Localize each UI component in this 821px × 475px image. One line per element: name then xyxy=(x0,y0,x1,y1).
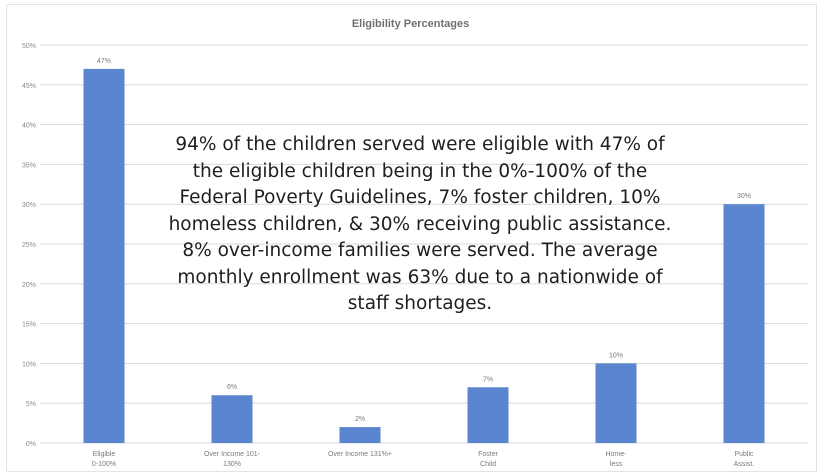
y-tick-label: 40% xyxy=(22,123,36,130)
x-tick-label: 130% xyxy=(223,461,241,468)
bar xyxy=(339,427,381,443)
y-axis-tick-labels: 0% 5% 10% 15% 20% 25% 30% 35% 40% 45% 50% xyxy=(22,43,36,448)
x-tick-label: Foster xyxy=(478,451,499,458)
data-labels: 47% 6% 2% 7% 10% 30% xyxy=(97,58,751,423)
data-label: 30% xyxy=(737,193,751,200)
x-tick-label: less xyxy=(610,461,623,468)
chart-title: Eligibility Percentages xyxy=(351,18,470,30)
y-tick-label: 10% xyxy=(22,361,36,368)
bar xyxy=(723,204,765,443)
y-tick-label: 45% xyxy=(22,83,36,90)
y-tick-label: 5% xyxy=(26,401,36,408)
gridlines xyxy=(40,44,808,444)
y-tick-label: 35% xyxy=(22,162,36,169)
chart-frame xyxy=(6,4,817,472)
bar xyxy=(467,387,509,443)
x-tick-label: Over Income 131%+ xyxy=(328,451,392,458)
x-tick-label: Eligible xyxy=(93,451,116,458)
x-tick-label: Public xyxy=(734,451,754,458)
data-label: 7% xyxy=(483,376,493,383)
bar xyxy=(211,395,253,443)
data-label: 10% xyxy=(609,352,623,359)
data-label: 2% xyxy=(355,416,365,423)
y-tick-label: 25% xyxy=(22,242,36,249)
data-label: 6% xyxy=(227,384,237,391)
y-tick-label: 15% xyxy=(22,322,36,329)
y-tick-label: 20% xyxy=(22,282,36,289)
bars xyxy=(83,68,765,443)
x-tick-label: Child xyxy=(480,461,496,468)
x-tick-label: Assist. xyxy=(734,461,755,468)
x-tick-label: 0-100% xyxy=(92,461,116,468)
x-axis-tick-labels: Eligible 0-100% Over Income 101- 130% Over I… xyxy=(92,451,754,468)
y-tick-label: 0% xyxy=(26,441,36,448)
y-tick-label: 50% xyxy=(22,43,36,50)
y-tick-label: 30% xyxy=(22,202,36,209)
summary-overlay-text: 94% of the children served were eligible… xyxy=(168,134,672,314)
data-label: 47% xyxy=(97,58,111,65)
bar xyxy=(595,363,637,443)
x-tick-label: Home- xyxy=(605,451,627,458)
bar xyxy=(83,68,125,443)
x-tick-label: Over Income 101- xyxy=(204,451,261,458)
